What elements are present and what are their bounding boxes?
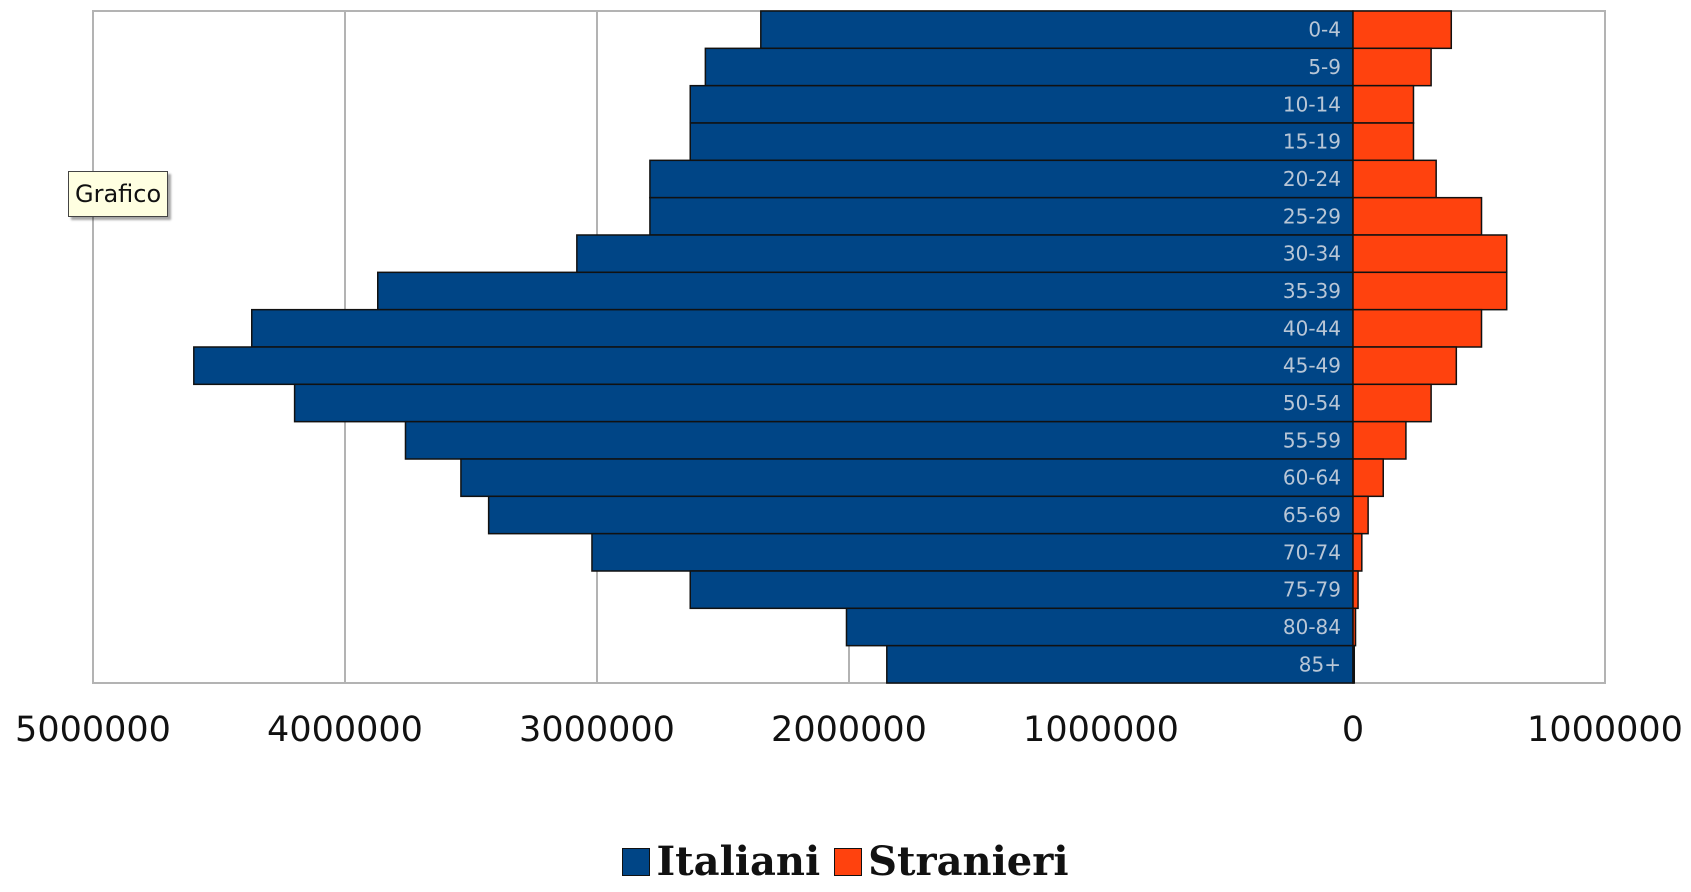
category-label: 75-79 <box>1283 578 1341 602</box>
bar-italiani <box>689 122 1354 162</box>
category-label: 70-74 <box>1283 540 1341 564</box>
category-label: 40-44 <box>1283 316 1341 340</box>
category-label: 25-29 <box>1283 204 1341 228</box>
bar-stranieri <box>1352 532 1363 572</box>
bar-stranieri <box>1352 308 1483 348</box>
bar-stranieri <box>1352 420 1407 460</box>
category-label: 65-69 <box>1283 503 1341 527</box>
category-label: 30-34 <box>1283 242 1341 266</box>
legend-label-stranieri: Stranieri <box>868 838 1069 885</box>
x-tick-label: 1000000 <box>1527 710 1683 750</box>
bar-stranieri <box>1352 607 1357 647</box>
category-labels: 0-4 5-9 10-14 15-19 20-24 25-29 30-34 35-39 40-4… <box>1283 18 1341 677</box>
category-label: 10-14 <box>1283 92 1341 116</box>
legend-swatch-italiani <box>622 847 651 876</box>
category-label: 20-24 <box>1283 167 1341 191</box>
bar-italiani <box>649 159 1354 199</box>
bar-stranieri <box>1352 271 1508 311</box>
bar-italiani <box>377 271 1354 311</box>
bar-stranieri <box>1352 346 1458 386</box>
bar-stranieri <box>1352 84 1415 124</box>
category-label: 15-19 <box>1283 130 1341 154</box>
category-label: 5-9 <box>1308 55 1341 79</box>
bar-italiani <box>845 607 1354 647</box>
x-tick-label: 3000000 <box>519 710 675 750</box>
legend-item-stranieri: Stranieri <box>834 838 1069 885</box>
category-label: 35-39 <box>1283 279 1341 303</box>
category-label: 45-49 <box>1283 354 1341 378</box>
bar-italiani <box>251 308 1354 348</box>
bar-italiani <box>404 420 1354 460</box>
bar-stranieri <box>1352 47 1432 87</box>
category-label: 50-54 <box>1283 391 1341 415</box>
legend: Italiani Stranieri <box>0 838 1691 885</box>
bar-italiani <box>576 234 1354 274</box>
bar-stranieri <box>1352 383 1432 423</box>
category-label: 0-4 <box>1308 18 1341 42</box>
x-axis-ticks: 5000000 4000000 3000000 2000000 1000000 0 1000… <box>15 710 1683 750</box>
bar-italiani <box>649 196 1354 236</box>
legend-label-italiani: Italiani <box>656 838 821 885</box>
bar-stranieri <box>1352 234 1508 274</box>
bar-stranieri <box>1352 196 1483 236</box>
x-tick-label: 1000000 <box>1023 710 1179 750</box>
bar-italiani <box>760 10 1354 50</box>
legend-item-italiani: Italiani <box>622 838 820 885</box>
bar-stranieri <box>1352 10 1453 50</box>
bar-stranieri <box>1352 458 1384 498</box>
x-tick-label: 2000000 <box>771 710 927 750</box>
bar-italiani <box>193 346 1354 386</box>
bar-stranieri <box>1352 644 1356 684</box>
bar-stranieri <box>1352 159 1437 199</box>
category-label: 85+ <box>1299 652 1341 676</box>
tooltip: Grafico <box>68 171 169 217</box>
bar-stranieri <box>1352 122 1415 162</box>
bars <box>193 10 1508 684</box>
category-label: 55-59 <box>1283 428 1341 452</box>
bar-italiani <box>689 84 1354 124</box>
bar-italiani <box>591 532 1354 572</box>
bar-stranieri <box>1352 495 1369 535</box>
bar-italiani <box>704 47 1354 87</box>
bar-italiani <box>487 495 1354 535</box>
x-tick-label: 5000000 <box>15 710 171 750</box>
category-label: 60-64 <box>1283 466 1341 490</box>
bar-italiani <box>293 383 1354 423</box>
bar-italiani <box>460 458 1354 498</box>
legend-swatch-stranieri <box>834 847 863 876</box>
x-tick-label: 4000000 <box>267 710 423 750</box>
category-label: 80-84 <box>1283 615 1341 639</box>
bar-italiani <box>689 570 1354 610</box>
x-tick-label: 0 <box>1342 710 1364 750</box>
bar-italiani <box>886 644 1354 684</box>
tooltip-text: Grafico <box>75 180 162 208</box>
bar-stranieri <box>1352 570 1359 610</box>
